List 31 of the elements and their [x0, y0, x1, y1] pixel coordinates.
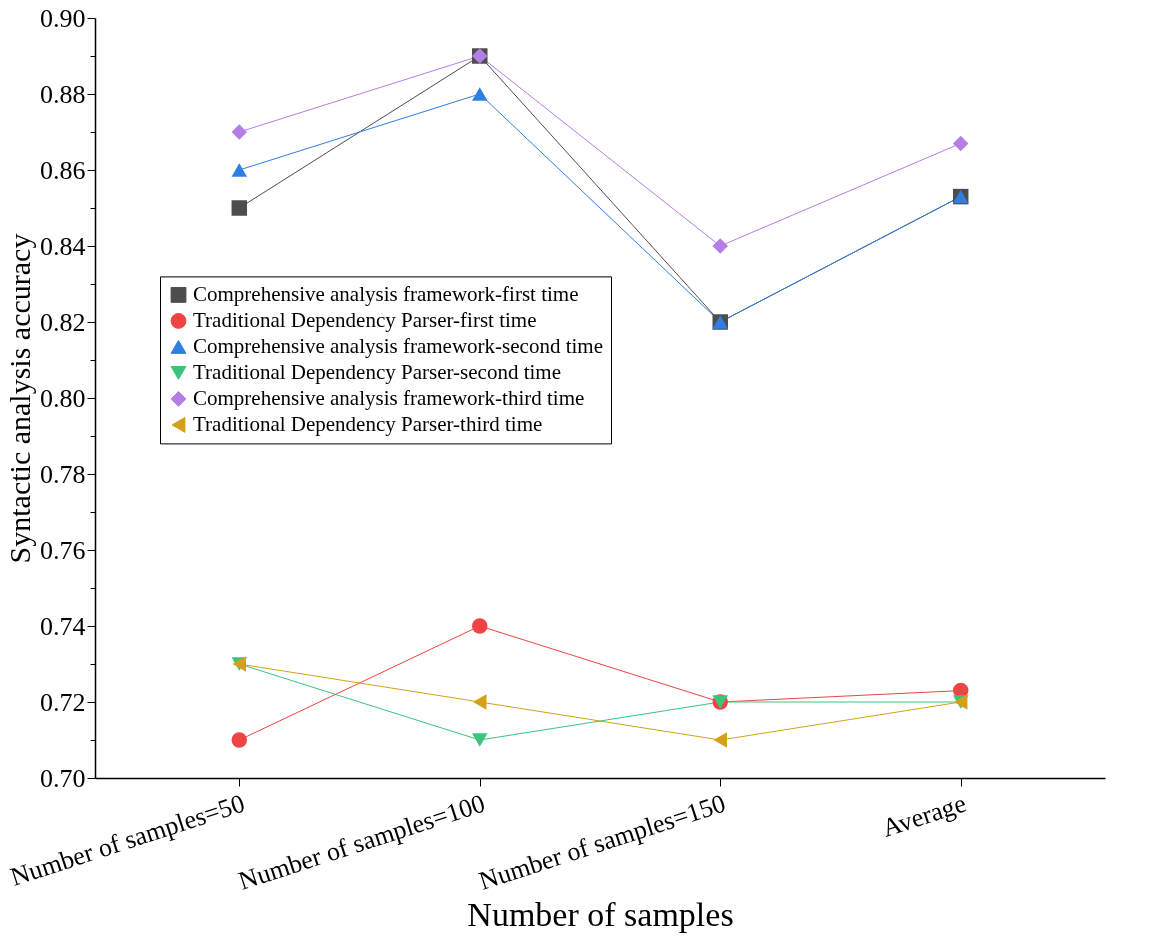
point	[713, 732, 727, 748]
y-axis-title: Syntactic analysis accuracy	[3, 233, 36, 564]
y-tick-label: 0.72	[40, 687, 86, 717]
y-tick-label: 0.84	[40, 231, 86, 261]
legend-label: Traditional Dependency Parser-third time	[193, 411, 543, 436]
point	[231, 163, 248, 177]
point	[231, 124, 248, 140]
point	[472, 733, 488, 747]
x-tick-label: Average	[878, 788, 970, 843]
y-tick-label: 0.76	[40, 535, 86, 565]
x-axis-title: Number of samples	[467, 895, 734, 933]
legend-label: Traditional Dependency Parser-first time	[193, 307, 537, 332]
y-tick-label: 0.78	[40, 459, 86, 489]
y-tick-label: 0.86	[40, 155, 86, 185]
legend-label: Comprehensive analysis framework-second time	[193, 333, 603, 358]
y-tick-label: 0.70	[40, 763, 86, 793]
point	[231, 200, 248, 216]
y-tick-label: 0.80	[40, 383, 86, 413]
legend-label: Comprehensive analysis framework-first time	[193, 281, 579, 306]
legend-label: Traditional Dependency Parser-second time	[193, 359, 561, 384]
y-tick-label: 0.74	[40, 611, 86, 641]
point	[231, 732, 248, 748]
point	[712, 238, 728, 254]
y-tick-label: 0.82	[40, 307, 86, 337]
point	[472, 87, 488, 101]
y-tick-label: 0.88	[40, 79, 86, 109]
point	[952, 135, 969, 152]
point	[472, 618, 488, 634]
y-tick-label: 0.90	[40, 3, 86, 33]
point	[473, 694, 487, 710]
legend-label: Comprehensive analysis framework-third time	[193, 385, 585, 410]
